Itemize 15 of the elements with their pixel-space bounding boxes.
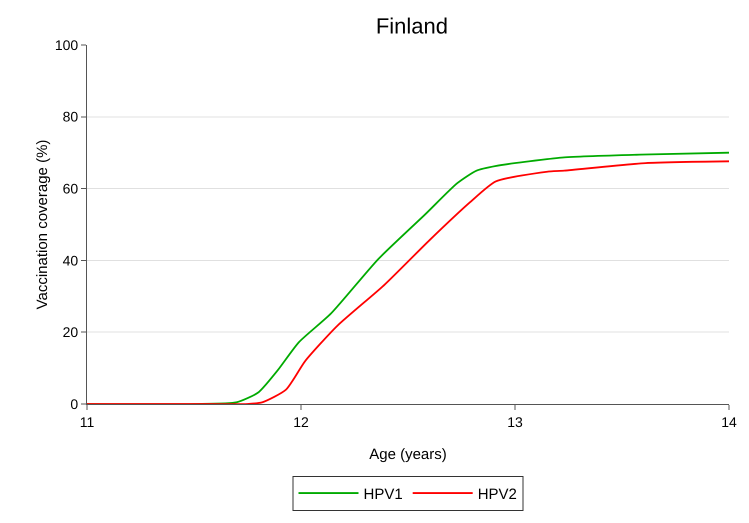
y-axis-title: Vaccination coverage (%) [34, 140, 51, 310]
y-tick-label: 0 [70, 396, 78, 412]
y-tick-label: 60 [62, 180, 78, 196]
legend-label: HPV2 [478, 486, 517, 503]
x-tick-label: 14 [721, 414, 737, 430]
legend-label: HPV1 [364, 486, 403, 503]
y-tick-label: 80 [62, 108, 78, 125]
y-tick-label: 100 [54, 36, 78, 53]
x-axis-title: Age (years) [369, 446, 447, 463]
x-tick-label: 12 [293, 414, 309, 430]
x-tick-label: 11 [80, 414, 94, 430]
y-tick-label: 40 [62, 252, 78, 268]
x-tick-label: 13 [507, 414, 523, 430]
y-tick-label: 20 [62, 324, 78, 340]
chart-title: Finland [376, 14, 448, 39]
